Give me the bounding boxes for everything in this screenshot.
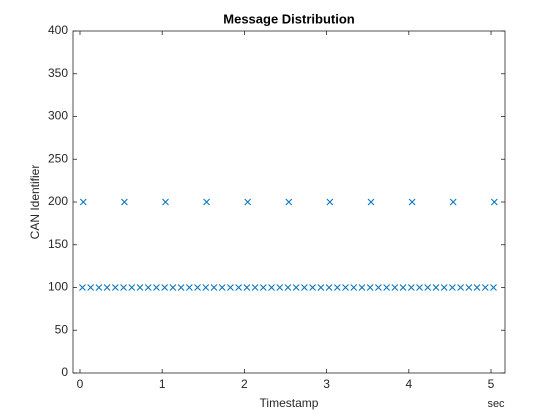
marker bbox=[153, 284, 160, 291]
marker bbox=[358, 284, 366, 291]
y-tick-label: 200 bbox=[48, 194, 68, 208]
marker bbox=[284, 284, 292, 291]
marker bbox=[391, 284, 399, 291]
marker bbox=[465, 284, 473, 291]
y-tick-label: 350 bbox=[48, 66, 68, 80]
marker bbox=[218, 284, 226, 291]
marker bbox=[333, 284, 341, 291]
y-tick-label: 100 bbox=[48, 280, 68, 294]
marker bbox=[440, 284, 448, 291]
marker bbox=[317, 284, 325, 291]
x-tick-label: 5 bbox=[488, 377, 495, 391]
marker bbox=[87, 284, 95, 291]
marker bbox=[292, 284, 300, 291]
y-tick-label: 150 bbox=[48, 237, 68, 251]
marker bbox=[350, 284, 358, 291]
marker bbox=[235, 284, 243, 291]
chart-title: Message Distribution bbox=[223, 11, 355, 26]
marker bbox=[121, 198, 128, 206]
marker bbox=[210, 284, 218, 291]
x-tick-label: 0 bbox=[77, 377, 84, 391]
marker bbox=[162, 198, 169, 206]
y-tick-label: 0 bbox=[61, 365, 68, 379]
marker bbox=[449, 284, 456, 291]
marker bbox=[79, 198, 87, 206]
marker bbox=[169, 284, 177, 291]
x-tick-label: 4 bbox=[405, 377, 412, 391]
x-tick-label: 2 bbox=[241, 377, 248, 391]
y-axis-label: CAN Identifier bbox=[28, 165, 42, 240]
marker bbox=[416, 284, 423, 291]
marker bbox=[244, 198, 252, 206]
marker bbox=[285, 198, 293, 206]
marker bbox=[103, 284, 111, 291]
marker bbox=[457, 284, 464, 291]
marker bbox=[136, 284, 144, 291]
marker bbox=[309, 284, 316, 291]
marker bbox=[227, 284, 234, 291]
y-tick-label: 400 bbox=[48, 23, 68, 37]
marker bbox=[128, 284, 136, 291]
marker bbox=[120, 284, 127, 291]
marker bbox=[424, 284, 432, 291]
x-unit-label: sec bbox=[487, 398, 505, 410]
marker bbox=[325, 284, 333, 291]
marker bbox=[259, 284, 267, 291]
marker bbox=[243, 284, 251, 291]
y-tick-label: 250 bbox=[48, 151, 68, 165]
y-tick-label: 300 bbox=[48, 109, 68, 123]
marker bbox=[490, 198, 498, 206]
marker bbox=[342, 284, 349, 291]
marker bbox=[111, 284, 119, 291]
marker bbox=[399, 284, 407, 291]
marker bbox=[432, 284, 440, 291]
marker bbox=[473, 284, 481, 291]
marker bbox=[375, 284, 382, 291]
marker bbox=[301, 284, 308, 291]
x-tick-label: 1 bbox=[159, 377, 166, 391]
marker bbox=[144, 284, 152, 291]
marker bbox=[490, 284, 497, 291]
marker bbox=[185, 284, 193, 291]
marker bbox=[203, 198, 210, 206]
y-tick-label: 50 bbox=[55, 322, 69, 336]
marker bbox=[367, 198, 375, 206]
marker bbox=[276, 284, 284, 291]
marker bbox=[202, 284, 210, 291]
marker bbox=[95, 284, 103, 291]
marker bbox=[366, 284, 374, 291]
marker bbox=[408, 198, 416, 206]
marker bbox=[449, 198, 457, 206]
x-tick-label: 3 bbox=[323, 377, 330, 391]
marker bbox=[407, 284, 415, 291]
marker bbox=[481, 284, 489, 291]
marker bbox=[268, 284, 275, 291]
x-axis-label: Timestamp bbox=[260, 396, 319, 410]
marker bbox=[79, 284, 86, 291]
marker bbox=[251, 284, 259, 291]
marker bbox=[326, 198, 334, 206]
marker bbox=[177, 284, 185, 291]
marker bbox=[194, 284, 201, 291]
marker bbox=[161, 284, 169, 291]
marker bbox=[383, 284, 390, 291]
